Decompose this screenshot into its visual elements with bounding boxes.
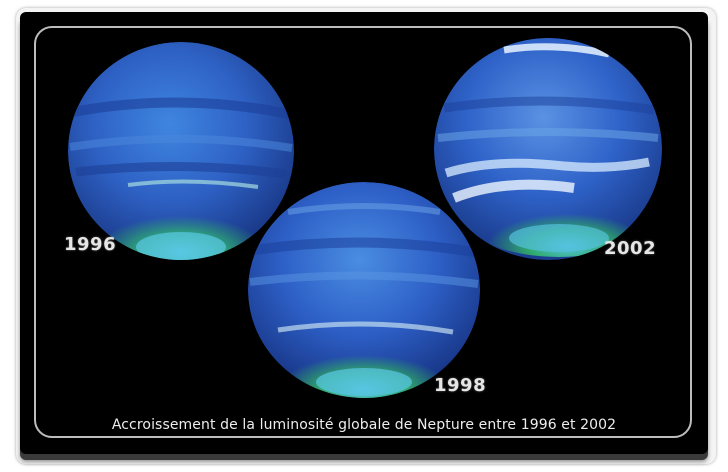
- rounded-frame: [34, 26, 692, 438]
- neptune-1996-image: [68, 42, 294, 260]
- year-label-2002: 2002: [604, 238, 657, 259]
- year-label-1998: 1998: [434, 375, 487, 396]
- caption-text: Accroissement de la luminosité globale d…: [111, 417, 617, 433]
- neptune-1998-image: [248, 182, 480, 398]
- neptune-2002-image: [434, 38, 662, 260]
- year-label-1996: 1996: [64, 234, 117, 255]
- image-card: 1996: [20, 12, 708, 454]
